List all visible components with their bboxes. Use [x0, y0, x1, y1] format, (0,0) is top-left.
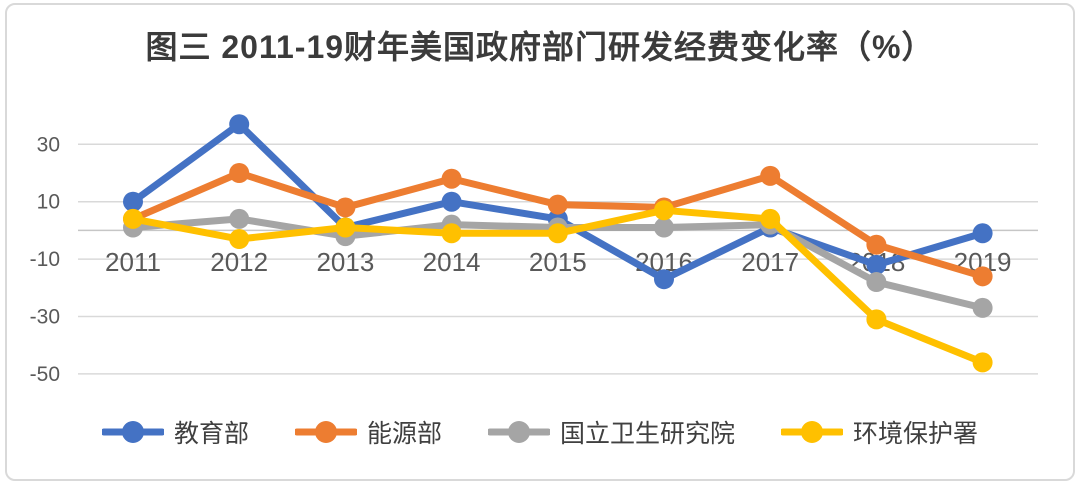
data-point-环境保护署-2017: [760, 208, 781, 229]
legend-label: 国立卫生研究院: [560, 420, 736, 448]
y-tick-label-30: 30: [37, 133, 60, 156]
data-point-国立卫生研究院-2012: [229, 208, 250, 229]
legend-label: 教育部: [173, 420, 249, 448]
card-border: [5, 3, 1075, 481]
y-tick-label--50: -50: [30, 363, 60, 386]
legend-marker-icon: [294, 421, 357, 443]
legend-marker-icon: [488, 421, 550, 443]
legend-label: 环境保护署: [853, 420, 979, 448]
data-point-能源部-2017: [760, 165, 781, 186]
data-point-环境保护署-2011: [123, 208, 143, 229]
data-point-环境保护署-2013: [335, 217, 356, 238]
y-tick-label--10: -10: [30, 248, 60, 271]
data-point-能源部-2013: [335, 197, 356, 218]
data-point-环境保护署-2014: [441, 223, 462, 244]
legend-marker-icon: [101, 421, 164, 443]
data-point-能源部-2015: [547, 194, 568, 215]
data-point-教育部-2016: [654, 269, 674, 290]
data-point-环境保护署-2012: [229, 229, 250, 250]
legend-item-国立卫生研究院: 国立卫生研究院: [488, 414, 735, 450]
legend-label: 能源部: [366, 420, 442, 448]
legend-item-能源部: 能源部: [294, 414, 442, 450]
legend-item-环境保护署: 环境保护署: [781, 414, 978, 450]
legend-marker-icon: [781, 421, 844, 443]
x-tick-label-2011: 2011: [105, 247, 161, 277]
data-point-教育部-2019: [972, 223, 993, 244]
chart-title: 图三 2011-19财年美国政府部门研发经费变化率（%）: [145, 29, 935, 65]
data-point-教育部-2014: [441, 191, 462, 212]
data-point-能源部-2014: [441, 168, 462, 189]
data-point-能源部-2012: [229, 163, 250, 183]
data-point-环境保护署-2015: [547, 223, 568, 244]
x-tick-label-2017: 2017: [741, 247, 799, 277]
x-tick-label-2012: 2012: [210, 247, 268, 277]
data-point-教育部-2012: [229, 114, 250, 135]
data-point-能源部-2018: [866, 234, 887, 255]
data-point-国立卫生研究院-2019: [972, 297, 993, 318]
data-point-环境保护署-2019: [972, 352, 993, 373]
data-point-环境保护署-2018: [866, 309, 887, 330]
x-tick-label-2015: 2015: [529, 247, 587, 277]
data-point-国立卫生研究院-2016: [654, 217, 674, 238]
x-tick-label-2013: 2013: [316, 247, 374, 277]
legend-item-教育部: 教育部: [101, 414, 249, 450]
legend: 教育部 能源部 国立卫生研究院 环境保护署: [0, 414, 1080, 450]
y-tick-label--30: -30: [30, 306, 60, 329]
x-tick-label-2014: 2014: [423, 247, 481, 277]
data-point-教育部-2018: [866, 254, 887, 275]
data-point-能源部-2019: [972, 266, 993, 287]
y-tick-label-10: 10: [37, 191, 60, 214]
data-point-环境保护署-2016: [654, 200, 674, 221]
data-point-教育部-2011: [123, 191, 143, 212]
data-point-国立卫生研究院-2018: [866, 272, 887, 293]
